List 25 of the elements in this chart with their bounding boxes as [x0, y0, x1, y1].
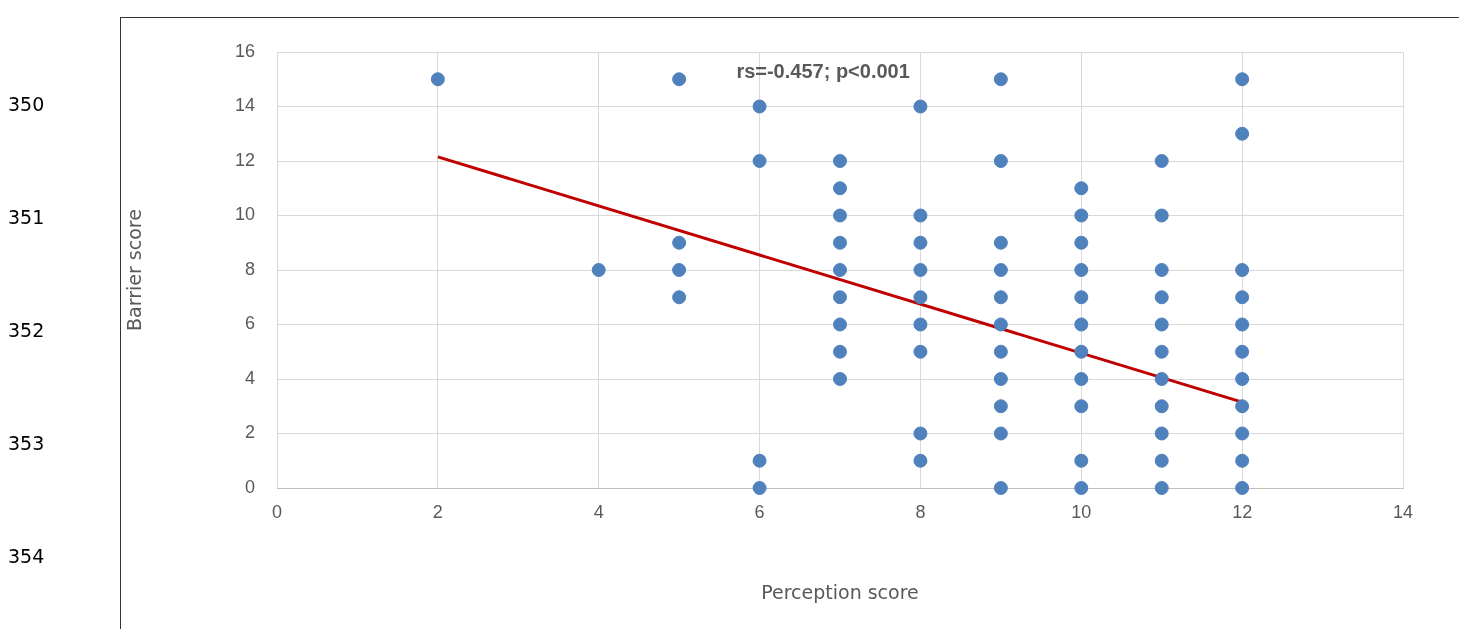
- x-tick-label: 12: [1232, 501, 1253, 522]
- y-tick-label: 4: [244, 367, 255, 388]
- text: 352: [8, 319, 46, 341]
- x-tick-label: 8: [915, 501, 926, 522]
- text: 350: [8, 93, 46, 115]
- y-tick-label: 14: [234, 95, 255, 116]
- y-tick-label: 12: [234, 149, 255, 170]
- y-tick-label: 10: [234, 204, 255, 225]
- y-tick-label: 16: [234, 40, 255, 61]
- y-tick-label: 6: [244, 313, 255, 334]
- text: 353: [8, 432, 46, 454]
- y-tick-label: 0: [244, 476, 255, 497]
- y-tick-label: 8: [244, 258, 255, 279]
- x-tick-label: 4: [593, 501, 604, 522]
- text: 354: [8, 545, 46, 567]
- x-tick-label: 10: [1071, 501, 1092, 522]
- x-tick-label: 0: [271, 501, 283, 522]
- y-tick-label: 2: [244, 422, 255, 443]
- x-tick-label: 2: [432, 501, 443, 522]
- x-tick-label: 6: [754, 501, 765, 522]
- annotation: rs=-0.457; p<0.001: [736, 59, 910, 82]
- x-axis-title: Perception score: [761, 580, 919, 603]
- y-axis-title: Barrier score: [123, 209, 146, 331]
- x-tick-label: 14: [1392, 501, 1414, 522]
- text: 351: [8, 206, 46, 228]
